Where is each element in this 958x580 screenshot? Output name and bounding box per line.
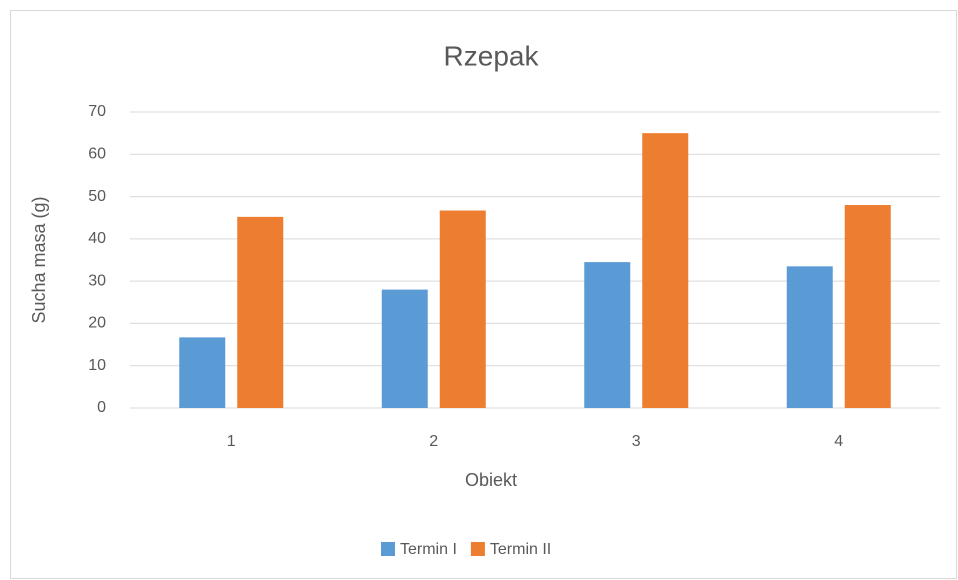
y-tick-label: 20 [88,315,106,332]
bar [179,337,226,408]
bar [786,266,833,408]
y-tick-label: 30 [88,272,106,289]
y-tick-label: 60 [88,146,106,163]
bar [381,289,428,408]
legend-label: Termin I [400,541,457,558]
y-tick-label: 0 [97,399,106,416]
x-tick-label: 1 [227,433,236,450]
legend-swatch [381,542,395,556]
chart-title: Rzepak [444,40,540,71]
y-tick-label: 10 [88,357,106,374]
bar [439,210,486,408]
legend-swatch [470,542,485,556]
y-axis-label: Sucha masa (g) [29,196,49,323]
x-axis-label: Obiekt [465,470,517,490]
bar [844,205,891,408]
bar [642,133,689,408]
bar [584,262,631,408]
x-tick-label: 3 [632,433,641,450]
x-tick-label: 2 [429,433,438,450]
y-tick-label: 50 [88,188,106,205]
y-tick-label: 70 [88,103,106,120]
x-tick-label: 4 [834,433,843,450]
bar [237,216,284,408]
y-tick-label: 40 [88,230,106,247]
legend-label: Termin II [490,541,551,558]
